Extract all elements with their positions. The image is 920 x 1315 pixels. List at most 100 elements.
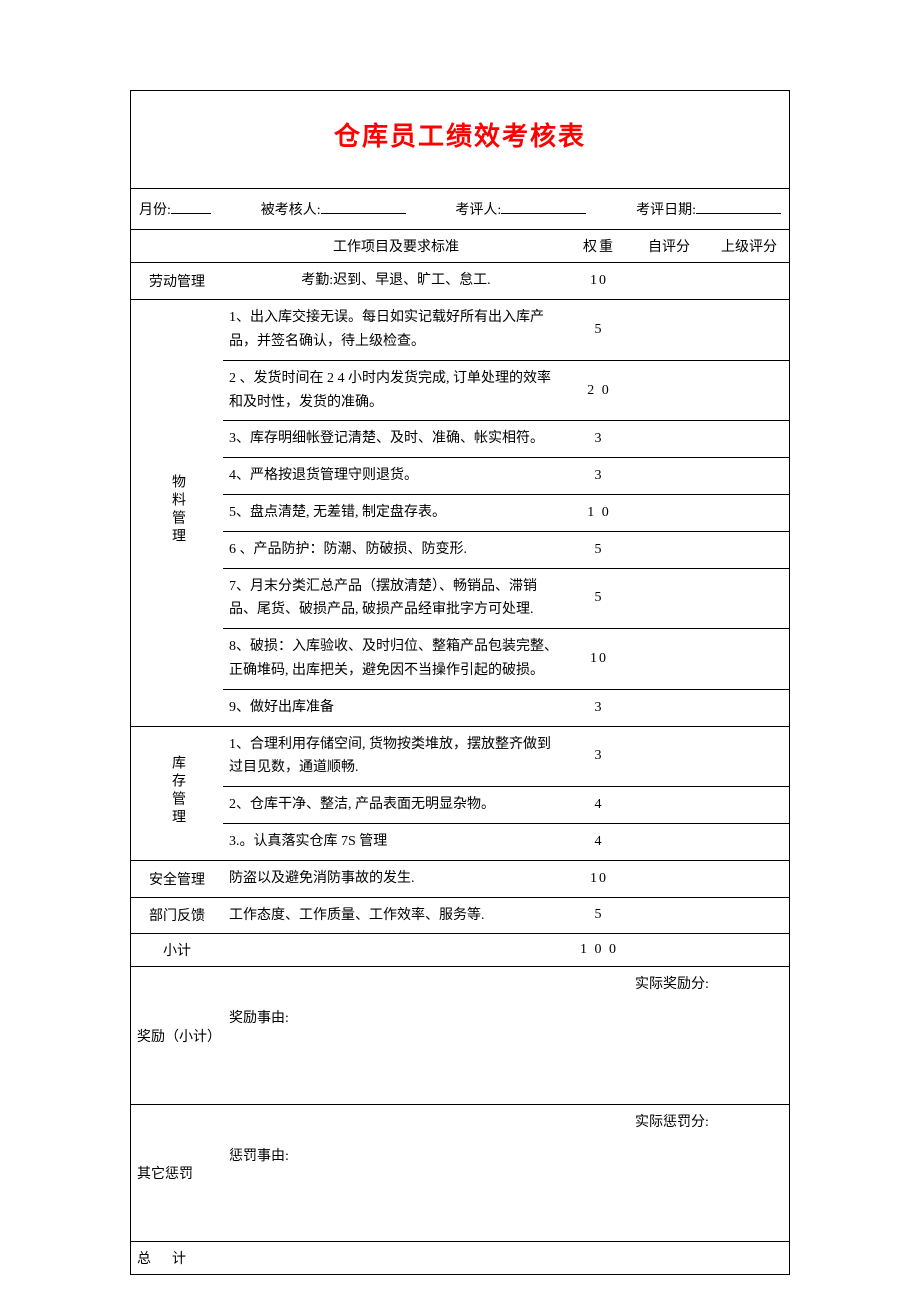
category-cell: 劳动管理: [131, 263, 223, 300]
row-desc: 4、严格按退货管理守则退货。: [223, 458, 569, 495]
row-weight: 1 0: [569, 494, 629, 531]
row-self: [629, 629, 709, 690]
row-weight: 5: [569, 531, 629, 568]
row-weight: 10: [569, 629, 629, 690]
row-weight: 3: [569, 689, 629, 726]
row-weight: 5: [569, 300, 629, 361]
row-self: [629, 897, 709, 934]
row-weight: 3: [569, 458, 629, 495]
row-weight: 5: [569, 568, 629, 629]
meta-assessee-blank: [321, 199, 406, 214]
row-desc: 3.。认真落实仓库 7S 管理: [223, 823, 569, 860]
subtotal-desc: [223, 934, 569, 967]
penalty-reason: 惩罚事由:: [223, 1137, 789, 1242]
subtotal-label: 小计: [131, 934, 223, 967]
row-desc: 9、做好出库准备: [223, 689, 569, 726]
row-self: [629, 494, 709, 531]
penalty-cat: 其它惩罚: [131, 1104, 223, 1242]
meta-month-blank: [171, 199, 211, 214]
meta-date: 考评日期:: [636, 199, 781, 219]
meta-assessee-label: 被考核人:: [261, 199, 321, 219]
category-cell: 部门反馈: [131, 897, 223, 934]
row-weight: 3: [569, 726, 629, 787]
category-label: 物料管理: [167, 474, 187, 546]
row-sup: [709, 494, 789, 531]
title-area: 仓库员工绩效考核表: [131, 91, 789, 188]
row-weight: 4: [569, 823, 629, 860]
row-sup: [709, 787, 789, 824]
row-self: [629, 300, 709, 361]
reward-actual-label: 实际奖励分:: [629, 967, 789, 1000]
meta-assessor-label: 考评人:: [455, 199, 501, 219]
row-desc: 考勤:迟到、早退、旷工、怠工.: [223, 263, 569, 300]
row-desc: 工作态度、工作质量、工作效率、服务等.: [223, 897, 569, 934]
row-self: [629, 568, 709, 629]
row-sup: [709, 689, 789, 726]
row-desc: 5、盘点清楚, 无差错, 制定盘存表。: [223, 494, 569, 531]
meta-month: 月份:: [139, 199, 211, 219]
row-sup: [709, 897, 789, 934]
row-self: [629, 726, 709, 787]
header-self: 自评分: [629, 230, 709, 263]
row-self: [629, 263, 709, 300]
row-weight: 3: [569, 421, 629, 458]
row-weight: 10: [569, 860, 629, 897]
row-self: [629, 689, 709, 726]
row-desc: 2、仓库干净、整洁, 产品表面无明显杂物。: [223, 787, 569, 824]
row-self: [629, 421, 709, 458]
row-desc: 8、破损：入库验收、及时归位、整箱产品包装完整、正确堆码, 出库把关，避免因不当…: [223, 629, 569, 690]
meta-month-label: 月份:: [139, 199, 171, 219]
row-sup: [709, 458, 789, 495]
meta-date-label: 考评日期:: [636, 199, 696, 219]
row-sup: [709, 823, 789, 860]
row-desc: 7、月末分类汇总产品（摆放清楚）、畅销品、滞销品、尾货、破损产品, 破损产品经审…: [223, 568, 569, 629]
penalty-empty2: [569, 1104, 629, 1137]
header-cat: [131, 230, 223, 263]
meta-row: 月份: 被考核人: 考评人: 考评日期:: [131, 188, 789, 230]
row-weight: 2 0: [569, 360, 629, 421]
row-self: [629, 360, 709, 421]
meta-date-blank: [696, 199, 781, 214]
row-self: [629, 787, 709, 824]
meta-assessee: 被考核人:: [261, 199, 406, 219]
row-desc: 防盗以及避免消防事故的发生.: [223, 860, 569, 897]
row-desc: 6 、产品防护：防潮、防破损、防变形.: [223, 531, 569, 568]
row-weight: 4: [569, 787, 629, 824]
category-label: 库存管理: [167, 755, 187, 827]
row-sup: [709, 568, 789, 629]
row-sup: [709, 860, 789, 897]
subtotal-value: 1 0 0: [569, 934, 629, 967]
row-weight: 5: [569, 897, 629, 934]
row-sup: [709, 726, 789, 787]
row-self: [629, 458, 709, 495]
total-label: 总 计: [131, 1242, 223, 1275]
row-sup: [709, 629, 789, 690]
row-desc: 1、合理利用存储空间, 货物按类堆放，摆放整齐做到过目见数，通道顺畅.: [223, 726, 569, 787]
assessment-table: 工作项目及要求标准权重自评分上级评分劳动管理考勤:迟到、早退、旷工、怠工. 10 物…: [131, 230, 789, 1274]
row-desc: 1、出入库交接无误。每日如实记载好所有出入库产品，并签名确认，待上级检查。: [223, 300, 569, 361]
row-desc: 2 、发货时间在 2 4 小时内发货完成, 订单处理的效率和及时性，发货的准确。: [223, 360, 569, 421]
subtotal-self: [629, 934, 709, 967]
reward-empty2: [569, 967, 629, 1000]
row-sup: [709, 300, 789, 361]
row-desc: 3、库存明细帐登记清楚、及时、准确、帐实相符。: [223, 421, 569, 458]
header-desc: 工作项目及要求标准: [223, 230, 569, 263]
reward-reason: 奖励事由:: [223, 999, 789, 1104]
header-weight: 权重: [569, 230, 629, 263]
row-self: [629, 860, 709, 897]
row-sup: [709, 421, 789, 458]
reward-empty1: [223, 967, 569, 1000]
row-self: [629, 531, 709, 568]
penalty-empty1: [223, 1104, 569, 1137]
form-title: 仓库员工绩效考核表: [131, 116, 789, 153]
meta-assessor-blank: [501, 199, 586, 214]
category-cell: 物料管理: [131, 300, 223, 726]
category-cell: 安全管理: [131, 860, 223, 897]
row-sup: [709, 360, 789, 421]
form-outer: 仓库员工绩效考核表 月份: 被考核人: 考评人: 考评日期: 工作项目及要求标准…: [130, 90, 790, 1275]
category-cell: 库存管理: [131, 726, 223, 860]
total-blank: [223, 1242, 789, 1275]
row-self: [629, 823, 709, 860]
meta-assessor: 考评人:: [455, 199, 586, 219]
header-sup: 上级评分: [709, 230, 789, 263]
